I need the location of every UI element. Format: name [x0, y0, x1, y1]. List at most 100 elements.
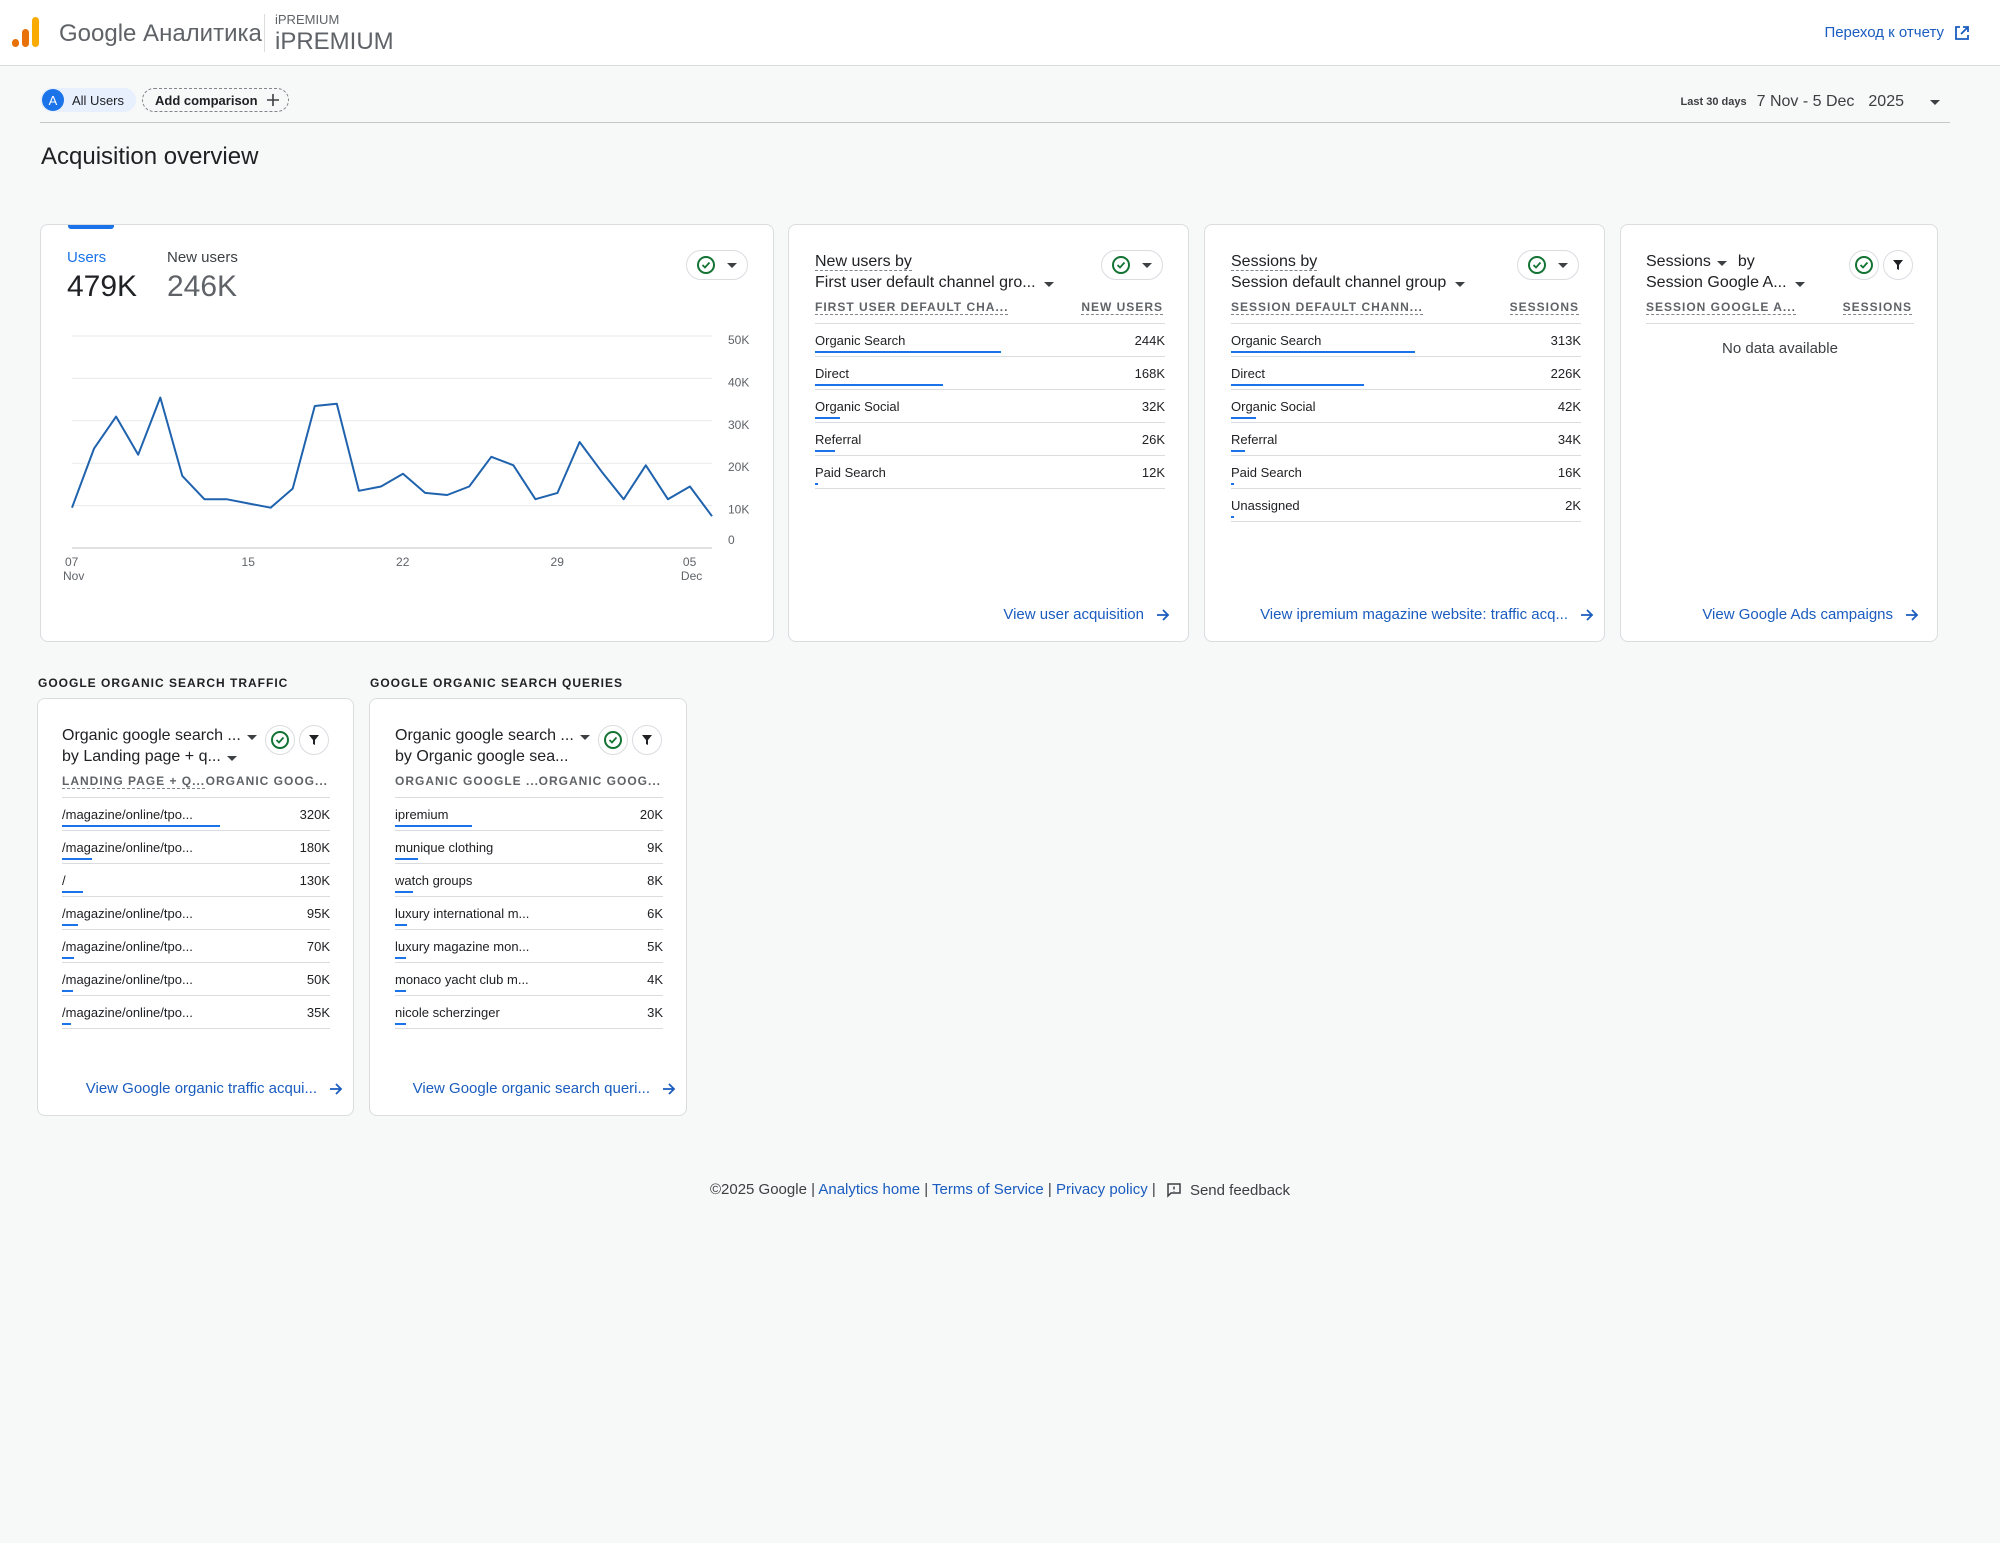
insights-dropdown-button[interactable]	[1101, 250, 1163, 280]
metric-label[interactable]: Sessions by	[1231, 253, 1318, 271]
new-users-card: New users by First user default channel …	[788, 224, 1189, 642]
view-user-acquisition-link[interactable]: View user acquisition	[1003, 606, 1170, 623]
x-tick-label: 22	[396, 555, 410, 569]
column-header-metric[interactable]: SESSIONS	[1509, 300, 1579, 315]
table-row[interactable]: Paid Search 12K	[815, 456, 1165, 489]
row-label: Direct	[815, 366, 849, 381]
table-row[interactable]: luxury international m... 6K	[395, 897, 663, 930]
date-range-picker[interactable]: Last 30 days 7 Nov - 5 Dec 2025	[1681, 93, 1940, 111]
column-header-metric[interactable]: ORGANIC GOOG...	[538, 774, 661, 788]
metric-selector[interactable]: Sessions	[1646, 253, 1728, 270]
filter-button[interactable]	[299, 725, 329, 755]
view-traffic-acquisition-link[interactable]: View ipremium magazine website: traffic …	[1260, 606, 1594, 623]
column-header-metric[interactable]: SESSIONS	[1842, 300, 1912, 315]
table-row[interactable]: ipremium 20K	[395, 798, 663, 831]
table-row[interactable]: /magazine/online/tpo... 320K	[62, 798, 330, 831]
table-row[interactable]: Referral 34K	[1231, 423, 1581, 456]
column-header-dimension[interactable]: ORGANIC GOOGLE ...	[395, 774, 540, 788]
table-row[interactable]: /magazine/online/tpo... 95K	[62, 897, 330, 930]
view-organic-queries-link[interactable]: View Google organic search queri...	[413, 1080, 676, 1097]
row-label: /magazine/online/tpo...	[62, 906, 193, 921]
row-share-bar	[395, 891, 413, 893]
insights-button[interactable]	[598, 725, 628, 755]
chevron-down-icon	[1794, 282, 1805, 287]
dimension-label[interactable]: by Organic google sea...	[395, 748, 569, 765]
table-row[interactable]: Organic Search 313K	[1231, 324, 1581, 357]
arrow-right-icon	[1157, 608, 1170, 621]
add-comparison-button[interactable]: Add comparison	[142, 88, 289, 112]
date-dates: 7 Nov - 5 Dec	[1756, 93, 1855, 110]
row-value: 32K	[1141, 399, 1165, 414]
dimension-selector[interactable]: by Landing page + q...	[62, 748, 238, 765]
column-header-dimension[interactable]: SESSION DEFAULT CHANN...	[1231, 300, 1423, 315]
segment-avatar: A	[42, 89, 64, 111]
column-header-metric[interactable]: NEW USERS	[1081, 300, 1163, 315]
app-name[interactable]: Google Аналитика	[59, 20, 262, 47]
y-tick-label: 30K	[728, 418, 749, 432]
view-google-ads-campaigns-link[interactable]: View Google Ads campaigns	[1702, 606, 1919, 623]
table-row[interactable]: Paid Search 16K	[1231, 456, 1581, 489]
dimension-selector[interactable]: First user default channel gro...	[815, 274, 1055, 291]
property-name[interactable]: iPREMIUM	[275, 28, 394, 55]
metric-selector[interactable]: Organic google search ...	[62, 727, 258, 744]
table-row[interactable]: /magazine/online/tpo... 35K	[62, 996, 330, 1029]
table-row[interactable]: luxury magazine mon... 5K	[395, 930, 663, 963]
table-row[interactable]: Organic Social 42K	[1231, 390, 1581, 423]
table-row[interactable]: Direct 168K	[815, 357, 1165, 390]
send-feedback-button[interactable]: Send feedback	[1166, 1182, 1290, 1199]
dimension-selector[interactable]: Session Google A...	[1646, 274, 1805, 291]
users-series-line	[71, 396, 713, 517]
row-share-bar	[62, 1023, 71, 1025]
table-row[interactable]: Organic Social 32K	[815, 390, 1165, 423]
table-row[interactable]: Organic Search 244K	[815, 324, 1165, 357]
divider	[40, 122, 1950, 123]
row-share-bar	[62, 891, 83, 893]
table-row[interactable]: / 130K	[62, 864, 330, 897]
goto-report-link[interactable]: Переход к отчету	[1824, 24, 1970, 41]
insights-button[interactable]	[265, 725, 295, 755]
privacy-policy-link[interactable]: Privacy policy	[1056, 1181, 1148, 1198]
filter-button[interactable]	[632, 725, 662, 755]
table-row[interactable]: /magazine/online/tpo... 70K	[62, 930, 330, 963]
analytics-logo-icon[interactable]	[12, 17, 40, 49]
row-label: Paid Search	[815, 465, 886, 480]
column-header-dimension[interactable]: FIRST USER DEFAULT CHA...	[815, 300, 1009, 315]
add-comparison-label: Add comparison	[155, 92, 258, 108]
insights-dropdown-button[interactable]	[1517, 250, 1579, 280]
table-row[interactable]: munique clothing 9K	[395, 831, 663, 864]
table-header-divider	[395, 797, 663, 798]
table-row[interactable]: Direct 226K	[1231, 357, 1581, 390]
account-name[interactable]: iPREMIUM	[275, 12, 340, 27]
table-row[interactable]: monaco yacht club m... 4K	[395, 963, 663, 996]
table-row[interactable]: Referral 26K	[815, 423, 1165, 456]
row-label: munique clothing	[395, 840, 494, 855]
table-row[interactable]: /magazine/online/tpo... 50K	[62, 963, 330, 996]
insights-button[interactable]	[1849, 250, 1879, 280]
metric-label[interactable]: New users by	[815, 253, 912, 271]
row-share-bar	[815, 483, 818, 485]
terms-of-service-link[interactable]: Terms of Service	[932, 1181, 1044, 1198]
table-row[interactable]: /magazine/online/tpo... 180K	[62, 831, 330, 864]
filter-button[interactable]	[1883, 250, 1913, 280]
metric-selector[interactable]: Organic google search ...	[395, 727, 591, 744]
filter-icon	[642, 735, 652, 745]
table-row[interactable]: Unassigned 2K	[1231, 489, 1581, 522]
row-label: /magazine/online/tpo...	[62, 807, 193, 822]
y-tick-label: 40K	[728, 375, 749, 389]
plus-icon	[266, 94, 279, 106]
segment-chip-all-users[interactable]: A All Users	[40, 88, 137, 112]
analytics-home-link[interactable]: Analytics home	[818, 1181, 921, 1198]
table-row[interactable]: watch groups 8K	[395, 864, 663, 897]
tab-new-users[interactable]: New users 246K	[167, 249, 238, 304]
dimension-selector[interactable]: Session default channel group	[1231, 274, 1465, 291]
column-header-dimension[interactable]: LANDING PAGE + Q...	[62, 774, 206, 789]
column-header-dimension[interactable]: SESSION GOOGLE A...	[1646, 300, 1796, 315]
view-organic-traffic-link[interactable]: View Google organic traffic acqui...	[86, 1080, 343, 1097]
insights-dropdown-button[interactable]	[686, 250, 748, 280]
x-tick-label: 07	[65, 555, 79, 569]
table-row[interactable]: nicole scherzinger 3K	[395, 996, 663, 1029]
row-share-bar	[395, 990, 406, 992]
row-value: 2K	[1565, 498, 1581, 513]
column-header-metric[interactable]: ORGANIC GOOG...	[205, 774, 328, 788]
tab-users[interactable]: Users 479K	[67, 249, 137, 304]
